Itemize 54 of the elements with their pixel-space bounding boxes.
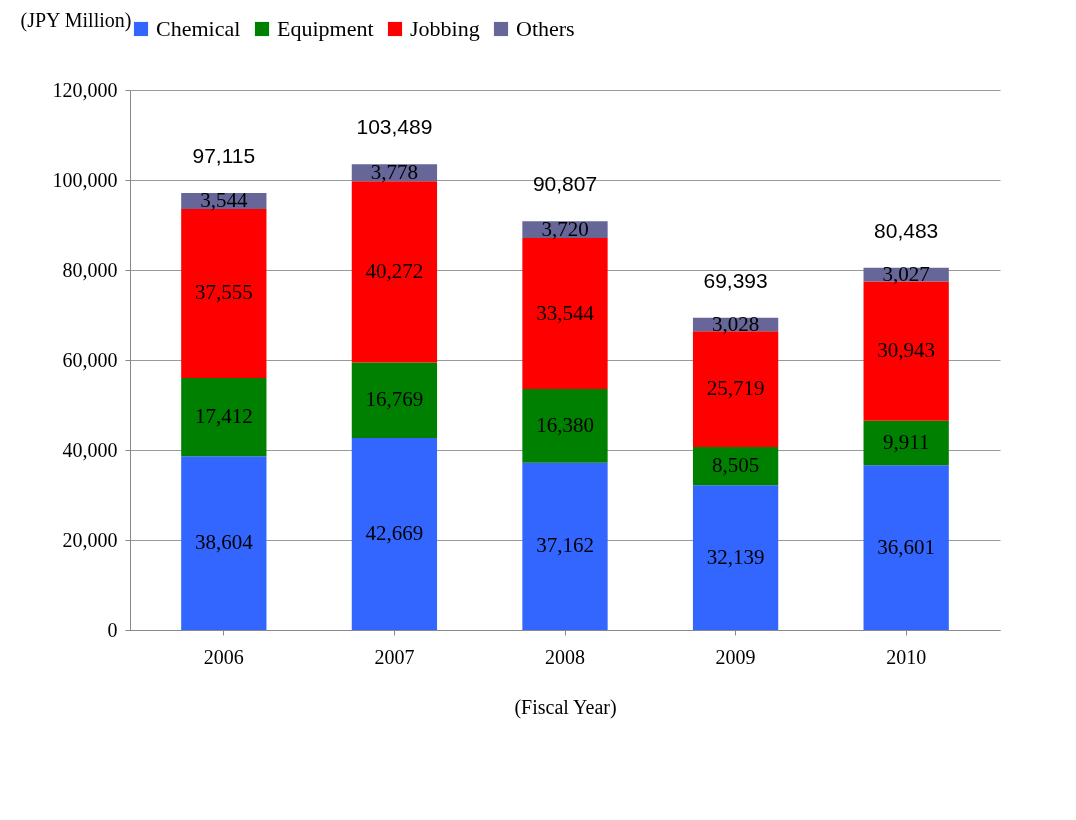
data-label: 8,505	[711, 453, 760, 478]
data-label: 3,720	[541, 216, 589, 241]
data-label: 33,544	[536, 300, 595, 325]
y-tick-label: 0	[107, 618, 118, 641]
data-label: 42,669	[365, 520, 424, 545]
data-label: 25,719	[706, 376, 765, 401]
data-label: 3,028	[711, 311, 760, 336]
bar	[692, 485, 779, 630]
data-label: 38,604	[194, 530, 254, 555]
data-label: 17,412	[194, 404, 253, 429]
y-axis-title: (JPY Million)	[20, 8, 132, 32]
bar	[522, 462, 608, 630]
bar	[181, 377, 267, 457]
data-label: 37,555	[194, 280, 253, 305]
x-axis-title: (Fiscal Year)	[514, 695, 617, 719]
total-label: 80,483	[874, 218, 939, 242]
legend-label: Jobbing	[410, 16, 480, 41]
total-label: 97,115	[192, 143, 256, 167]
x-tick-label: 2010	[886, 645, 927, 668]
bar	[181, 456, 267, 630]
legend-label: Chemical	[156, 16, 241, 41]
data-label: 40,272	[365, 258, 424, 283]
legend-label: Equipment	[277, 16, 374, 41]
total-label: 103,489	[356, 115, 433, 139]
y-tick-label: 100,000	[52, 168, 118, 191]
bar	[522, 389, 608, 463]
y-tick-label: 20,000	[62, 528, 118, 551]
bar	[522, 238, 608, 390]
x-tick-label: 2006	[203, 645, 244, 668]
data-label: 3,778	[370, 159, 419, 184]
data-label: 16,769	[365, 387, 424, 412]
x-tick-label: 2009	[715, 645, 756, 668]
x-tick-label: 2008	[545, 645, 585, 668]
data-label: 3,544	[200, 187, 248, 212]
y-tick-label: 60,000	[62, 348, 118, 371]
x-tick-label: 2007	[374, 645, 415, 668]
data-label: 3,027	[882, 261, 930, 286]
data-label: 37,162	[536, 533, 594, 558]
data-label: 36,601	[877, 534, 936, 559]
y-tick-label: 40,000	[62, 438, 118, 461]
data-label: 30,943	[877, 338, 936, 363]
y-tick-label: 80,000	[62, 258, 118, 281]
bar	[351, 181, 438, 363]
total-label: 69,393	[703, 268, 768, 292]
data-label: 9,911	[882, 430, 930, 454]
bar	[863, 465, 949, 630]
legend-label: Others	[516, 16, 575, 41]
data-label: 32,139	[706, 544, 765, 569]
total-label: 90,807	[532, 172, 598, 196]
bar	[863, 420, 949, 466]
y-tick-label: 120,000	[52, 78, 118, 101]
bar	[351, 362, 438, 438]
bar	[351, 437, 438, 630]
data-label: 16,380	[536, 412, 594, 437]
